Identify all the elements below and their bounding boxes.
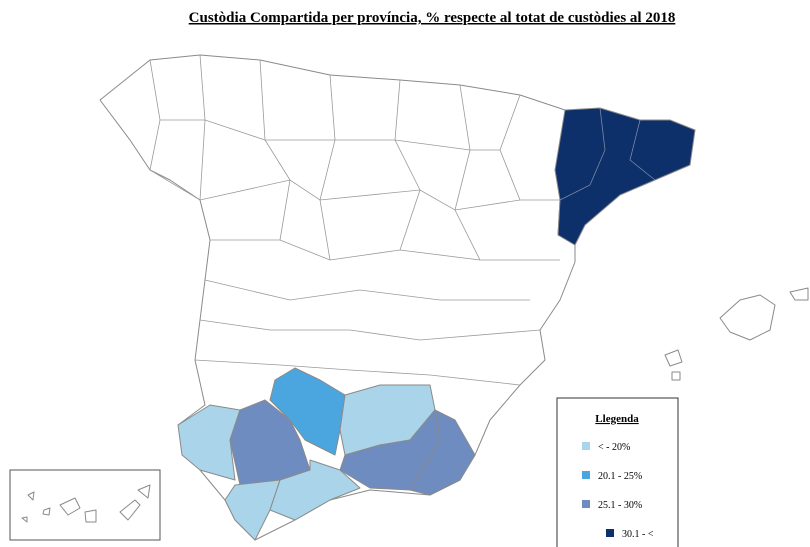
legend-label: < - 20%	[598, 442, 630, 453]
province	[177, 404, 241, 481]
province	[269, 459, 361, 521]
legend-frame	[556, 397, 679, 547]
legend-swatch	[606, 529, 614, 537]
region	[554, 107, 696, 246]
legend-label: 30.1 - <	[622, 529, 654, 540]
province	[409, 409, 476, 496]
map-title: Custòdia Compartida per província, % res…	[189, 10, 676, 26]
region-borders	[559, 107, 656, 201]
legend-swatch	[582, 471, 590, 479]
island	[789, 287, 809, 301]
peninsula	[99, 54, 576, 541]
legend-swatch	[582, 442, 590, 450]
island	[719, 294, 776, 341]
legend-swatch	[582, 500, 590, 508]
island	[664, 349, 683, 367]
canary-islands	[21, 484, 151, 523]
province	[269, 367, 346, 456]
province-borders	[149, 54, 560, 386]
island	[671, 371, 681, 381]
legend-label: 25.1 - 30%	[598, 500, 642, 511]
legend-title: Llegenda	[595, 413, 639, 425]
legend-label: 20.1 - 25%	[598, 471, 642, 482]
